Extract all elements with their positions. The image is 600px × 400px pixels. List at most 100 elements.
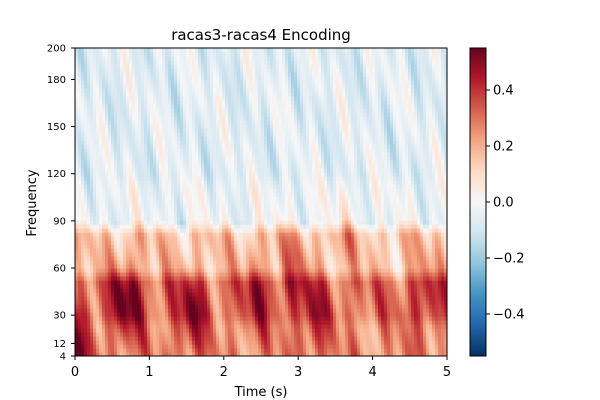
heatmap-cell (303, 336, 307, 341)
heatmap-cell (177, 256, 181, 261)
heatmap-cell (381, 296, 385, 301)
heatmap-cell (222, 352, 226, 356)
heatmap-cell (342, 260, 346, 265)
heatmap-cell (222, 200, 226, 205)
heatmap-cell (396, 336, 400, 341)
heatmap-cell (405, 220, 409, 225)
heatmap-cell (117, 196, 121, 201)
heatmap-cell (309, 264, 313, 269)
heatmap-cell (114, 332, 118, 337)
heatmap-cell (126, 256, 130, 261)
heatmap-cell (330, 292, 334, 297)
heatmap-cell (423, 268, 427, 273)
heatmap-cell (255, 260, 259, 265)
heatmap-cell (381, 316, 385, 321)
heatmap-cell (90, 336, 94, 341)
heatmap-cell (87, 236, 91, 241)
heatmap-cell (387, 276, 391, 281)
heatmap-cell (150, 308, 154, 313)
heatmap-cell (189, 276, 193, 281)
heatmap-cell (144, 220, 148, 225)
heatmap-cell (372, 256, 376, 261)
heatmap-cell (411, 236, 415, 241)
heatmap-cell (216, 244, 220, 249)
heatmap-cell (273, 280, 277, 285)
heatmap-cell (267, 272, 271, 277)
heatmap-cell (312, 320, 316, 325)
heatmap-cell (444, 232, 447, 237)
heatmap-cell (402, 244, 406, 249)
heatmap-cell (378, 312, 382, 317)
heatmap-cell (333, 196, 337, 201)
heatmap-cell (90, 232, 94, 237)
heatmap-cell (204, 224, 208, 229)
heatmap-cell (285, 292, 289, 297)
heatmap-cell (231, 268, 235, 273)
heatmap-cell (441, 328, 445, 333)
heatmap-cell (180, 336, 184, 341)
heatmap-cell (234, 328, 238, 333)
heatmap-cell (279, 288, 283, 293)
heatmap-cell (120, 264, 124, 269)
heatmap-cell (189, 292, 193, 297)
heatmap-cell (156, 192, 160, 197)
heatmap-cell (165, 332, 169, 337)
heatmap-cell (330, 240, 334, 245)
heatmap-cell (189, 232, 193, 237)
heatmap-cell (129, 228, 133, 233)
heatmap-cell (321, 240, 325, 245)
heatmap-cell (435, 272, 439, 277)
heatmap-cell (399, 224, 403, 229)
heatmap-cell (273, 248, 277, 253)
heatmap-cell (243, 324, 247, 329)
heatmap-cell (315, 240, 319, 245)
heatmap-cell (438, 236, 442, 241)
heatmap-cell (180, 320, 184, 325)
heatmap-cell (162, 324, 166, 329)
heatmap-cell (375, 308, 379, 313)
heatmap-cell (396, 240, 400, 245)
heatmap-cell (336, 200, 340, 205)
heatmap-cell (186, 336, 190, 341)
heatmap-cell (414, 336, 418, 341)
heatmap-cell (252, 316, 256, 321)
heatmap-cell (357, 208, 361, 213)
heatmap-cell (429, 196, 433, 201)
heatmap-cell (93, 204, 97, 209)
heatmap-cell (312, 260, 316, 265)
heatmap-cell (363, 328, 367, 333)
heatmap-cell (162, 192, 166, 197)
heatmap-cell (345, 340, 349, 345)
heatmap-cell (186, 340, 190, 345)
heatmap-cell (204, 280, 208, 285)
heatmap-cell (231, 340, 235, 345)
heatmap-cell (186, 312, 190, 317)
heatmap-cell (246, 344, 250, 349)
heatmap-cell (153, 240, 157, 245)
heatmap-cell (339, 256, 343, 261)
heatmap-cell (180, 316, 184, 321)
heatmap-cell (189, 280, 193, 285)
heatmap-cell (354, 336, 358, 341)
heatmap-cell (291, 264, 295, 269)
heatmap-cell (372, 208, 376, 213)
heatmap-cell (336, 196, 340, 201)
heatmap-cell (120, 232, 124, 237)
heatmap-cell (279, 320, 283, 325)
heatmap-cell (228, 268, 232, 273)
heatmap-cell (387, 216, 391, 221)
heatmap-cell (228, 240, 232, 245)
heatmap-cell (378, 264, 382, 269)
heatmap-cell (399, 280, 403, 285)
heatmap-cell (216, 280, 220, 285)
heatmap-cell (288, 296, 292, 301)
heatmap-cell (348, 280, 352, 285)
heatmap-cell (237, 288, 241, 293)
heatmap-cell (348, 284, 352, 289)
heatmap-cell (291, 224, 295, 229)
heatmap-cell (99, 320, 103, 325)
heatmap-cell (393, 196, 397, 201)
heatmap-cell (276, 260, 280, 265)
heatmap-cell (306, 240, 310, 245)
heatmap-cell (258, 280, 262, 285)
